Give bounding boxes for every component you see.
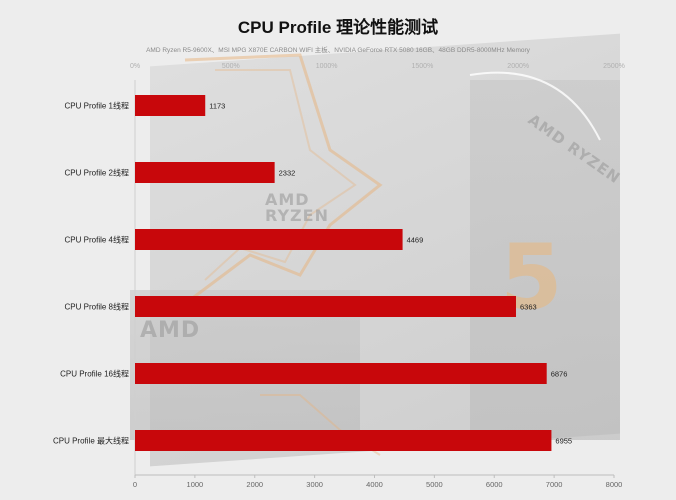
top-percent-tick-label: 0% (130, 63, 140, 70)
background-amd-logo-front: AMD (140, 318, 201, 343)
bar (135, 95, 206, 116)
data-label: 6955 (555, 437, 572, 446)
category-label: CPU Profile 8线程 (65, 302, 129, 312)
top-percent-tick-label: 500% (222, 63, 240, 70)
chart-subtitle: AMD Ryzen R5-9600X、MSI MPG X870E CARBON … (146, 47, 530, 54)
background-amd-logo: AMD RYZEN (265, 190, 329, 225)
x-tick-label: 0 (133, 480, 137, 489)
top-percent-tick-label: 1000% (316, 63, 338, 70)
chart-title: CPU Profile 理论性能测试 (237, 18, 439, 37)
data-label: 6876 (551, 370, 568, 379)
top-percent-tick-label: 1500% (412, 63, 434, 70)
bar (135, 296, 516, 317)
category-label: CPU Profile 1线程 (65, 101, 129, 111)
x-tick-label: 5000 (426, 480, 443, 489)
data-label: 6363 (520, 303, 537, 312)
x-tick-label: 6000 (486, 480, 503, 489)
x-tick-label: 1000 (187, 480, 204, 489)
category-label: CPU Profile 16线程 (60, 369, 129, 379)
x-tick-label: 2000 (246, 480, 263, 489)
top-percent-tick-label: 2500% (603, 63, 625, 70)
category-label: CPU Profile 4线程 (65, 235, 129, 245)
data-label: 2332 (279, 169, 296, 178)
category-label: CPU Profile 最大线程 (53, 436, 129, 446)
top-percent-tick-label: 2000% (507, 63, 529, 70)
x-tick-label: 3000 (306, 480, 323, 489)
category-label: CPU Profile 2线程 (65, 168, 129, 178)
bar (135, 229, 403, 250)
bar (135, 162, 275, 183)
x-tick-label: 7000 (546, 480, 563, 489)
data-label: 1173 (209, 102, 225, 111)
bar (135, 430, 552, 451)
bar (135, 363, 547, 384)
data-label: 4469 (407, 236, 424, 245)
x-tick-label: 8000 (606, 480, 623, 489)
x-tick-label: 4000 (366, 480, 383, 489)
